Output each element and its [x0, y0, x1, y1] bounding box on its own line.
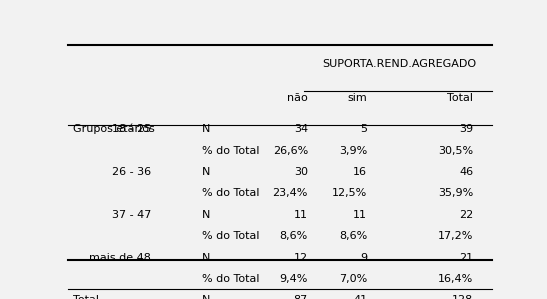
- Text: 46: 46: [459, 167, 473, 177]
- Text: 30,5%: 30,5%: [438, 146, 473, 155]
- Text: 26,6%: 26,6%: [272, 146, 308, 155]
- Text: 5: 5: [360, 124, 367, 134]
- Text: Total: Total: [447, 93, 473, 103]
- Text: N: N: [202, 210, 210, 220]
- Text: 21: 21: [459, 253, 473, 263]
- Text: % do Total: % do Total: [202, 231, 259, 241]
- Text: 35,9%: 35,9%: [438, 188, 473, 198]
- Text: 34: 34: [294, 124, 308, 134]
- Text: N: N: [202, 167, 210, 177]
- Text: 8,6%: 8,6%: [280, 231, 308, 241]
- Text: 22: 22: [459, 210, 473, 220]
- Text: 12: 12: [294, 253, 308, 263]
- Text: não: não: [287, 93, 308, 103]
- Text: 30: 30: [294, 167, 308, 177]
- Text: % do Total: % do Total: [202, 146, 259, 155]
- Text: 128: 128: [452, 295, 473, 299]
- Text: 18 - 25: 18 - 25: [112, 124, 151, 134]
- Text: 87: 87: [294, 295, 308, 299]
- Text: % do Total: % do Total: [202, 188, 259, 198]
- Text: 9: 9: [360, 253, 367, 263]
- Text: N: N: [202, 124, 210, 134]
- Text: 7,0%: 7,0%: [339, 274, 367, 284]
- Text: Grupos etários: Grupos etários: [73, 124, 154, 134]
- Text: mais de 48: mais de 48: [89, 253, 151, 263]
- Text: 9,4%: 9,4%: [280, 274, 308, 284]
- Text: Total: Total: [73, 295, 98, 299]
- Text: 3,9%: 3,9%: [339, 146, 367, 155]
- Text: 26 - 36: 26 - 36: [112, 167, 151, 177]
- Text: 39: 39: [459, 124, 473, 134]
- Text: N: N: [202, 295, 210, 299]
- Text: 12,5%: 12,5%: [332, 188, 367, 198]
- Text: 8,6%: 8,6%: [339, 231, 367, 241]
- Text: sim: sim: [347, 93, 367, 103]
- Text: SUPORTA.REND.AGREGADO: SUPORTA.REND.AGREGADO: [322, 59, 476, 68]
- Text: 23,4%: 23,4%: [272, 188, 308, 198]
- Text: 11: 11: [353, 210, 367, 220]
- Text: 17,2%: 17,2%: [438, 231, 473, 241]
- Text: N: N: [202, 253, 210, 263]
- Text: 16,4%: 16,4%: [438, 274, 473, 284]
- Text: % do Total: % do Total: [202, 274, 259, 284]
- Text: 11: 11: [294, 210, 308, 220]
- Text: 41: 41: [353, 295, 367, 299]
- Text: 16: 16: [353, 167, 367, 177]
- Text: 37 - 47: 37 - 47: [112, 210, 151, 220]
